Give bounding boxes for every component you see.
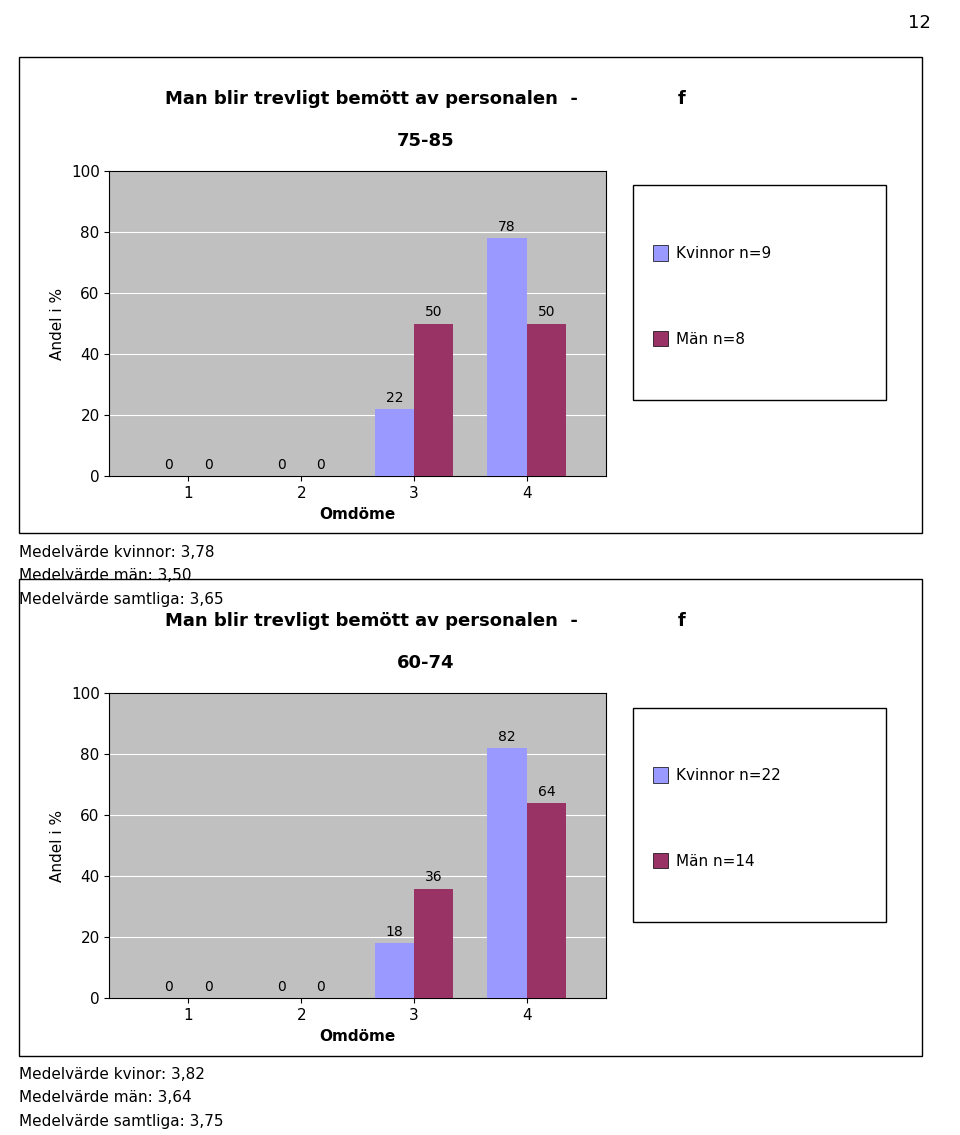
Text: 0: 0: [164, 457, 173, 472]
Y-axis label: Andel i %: Andel i %: [50, 809, 65, 882]
Y-axis label: Andel i %: Andel i %: [50, 287, 65, 360]
Text: Kvinnor n=9: Kvinnor n=9: [676, 246, 771, 261]
Text: 50: 50: [425, 305, 443, 319]
Text: 50: 50: [538, 305, 555, 319]
Text: 36: 36: [425, 869, 443, 884]
Text: 18: 18: [385, 925, 403, 939]
Text: 0: 0: [317, 980, 325, 994]
Text: 0: 0: [277, 457, 286, 472]
Bar: [488, 238, 527, 477]
Text: Man blir trevligt bemött av personalen  -                f: Man blir trevligt bemött av personalen -…: [165, 90, 685, 108]
Text: Medelvärde kvinnor: 3,78
Medelvärde män: 3,50
Medelvärde samtliga: 3,65: Medelvärde kvinnor: 3,78 Medelvärde män:…: [19, 545, 224, 606]
Bar: [374, 943, 414, 999]
Text: 0: 0: [277, 980, 286, 994]
Text: Män n=8: Män n=8: [676, 331, 745, 346]
Text: Man blir trevligt bemött av personalen  -                f: Man blir trevligt bemött av personalen -…: [165, 612, 685, 630]
Text: 12: 12: [908, 14, 931, 32]
X-axis label: Omdöme: Omdöme: [320, 506, 396, 521]
Text: 78: 78: [498, 220, 516, 234]
Text: 64: 64: [538, 784, 555, 799]
Text: 75-85: 75-85: [396, 132, 454, 150]
Bar: [374, 409, 414, 477]
X-axis label: Omdöme: Omdöme: [320, 1028, 396, 1043]
Text: 0: 0: [164, 980, 173, 994]
Text: 0: 0: [317, 457, 325, 472]
Text: Medelvärde kvinor: 3,82
Medelvärde män: 3,64
Medelvärde samtliga: 3,75: Medelvärde kvinor: 3,82 Medelvärde män: …: [19, 1067, 224, 1128]
Text: Kvinnor n=22: Kvinnor n=22: [676, 768, 780, 783]
Bar: [527, 804, 566, 999]
Text: Män n=14: Män n=14: [676, 854, 755, 868]
Text: 82: 82: [498, 730, 516, 743]
Bar: [414, 889, 453, 999]
Text: 0: 0: [204, 457, 212, 472]
Text: 60-74: 60-74: [396, 654, 454, 672]
Bar: [488, 748, 527, 999]
Bar: [527, 323, 566, 477]
Bar: [414, 323, 453, 477]
Text: 22: 22: [386, 390, 403, 404]
Text: 0: 0: [204, 980, 212, 994]
